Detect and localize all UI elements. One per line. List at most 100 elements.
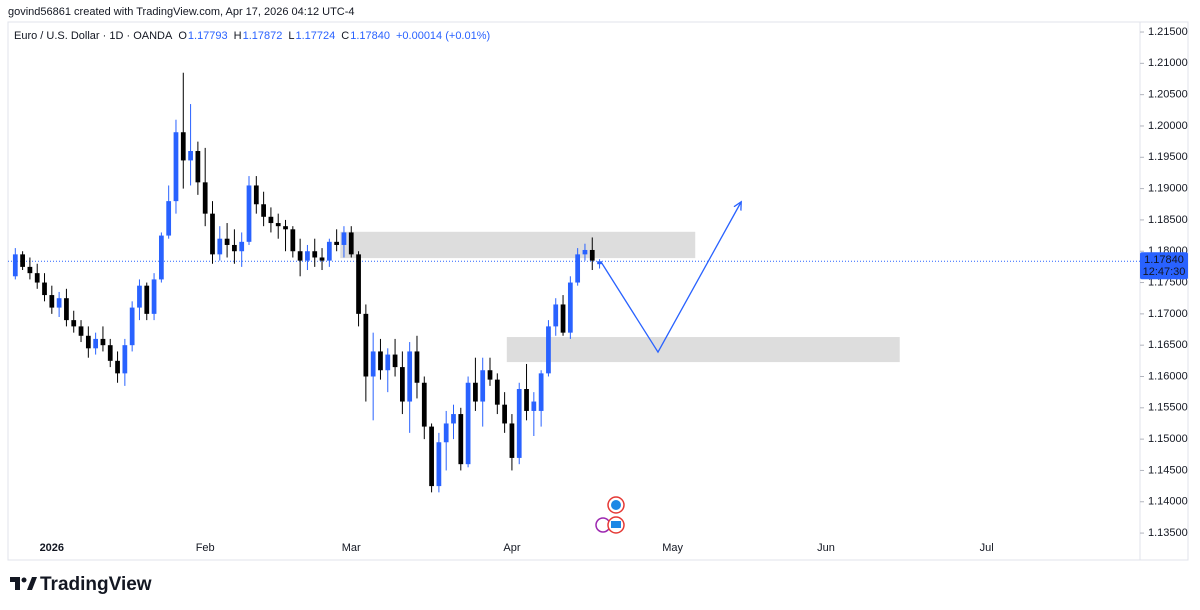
candle-body: [589, 249, 595, 261]
candle-body: [494, 379, 500, 405]
y-tick-label: 1.15500: [1148, 402, 1188, 414]
candle-body: [195, 151, 201, 183]
candle-body: [224, 238, 230, 245]
candle-body: [137, 285, 142, 308]
candle-body: [436, 442, 442, 487]
x-tick-label: Feb: [196, 542, 215, 554]
legend-change: +0.00014 (+0.01%): [396, 30, 490, 42]
brand-logo: TradingView: [10, 574, 152, 595]
y-tick-label: 1.21000: [1148, 57, 1188, 69]
legend: Euro / U.S. Dollar · 1D · OANDA O1.17793 H…: [14, 30, 490, 42]
candle-body: [210, 213, 215, 255]
candle-body: [465, 382, 471, 465]
last-price-label: 1.17840: [1144, 254, 1184, 266]
x-tick-label: Apr: [503, 542, 520, 554]
candle-body: [144, 285, 150, 314]
candle-body: [348, 232, 354, 255]
legend-key: L: [288, 30, 294, 42]
last-price-tag: [1140, 252, 1188, 280]
candle-body: [334, 241, 340, 245]
candle-body: [217, 238, 223, 255]
candle-body: [268, 216, 274, 224]
candle-body: [458, 414, 464, 465]
logo-mark: [27, 577, 37, 590]
y-tick-label: 1.16500: [1148, 339, 1188, 351]
candle-body: [100, 338, 106, 346]
chart-frame: [7, 21, 1189, 561]
y-tick-label: 1.19500: [1148, 151, 1188, 163]
logo-mark: [10, 577, 20, 590]
candle-body: [509, 423, 515, 458]
candle-body: [166, 201, 172, 236]
candle-body: [188, 151, 193, 161]
candle-body: [502, 404, 507, 424]
candle-body: [560, 304, 566, 333]
legend-value: 1.17872: [243, 30, 283, 42]
candle-body: [297, 251, 303, 261]
brand-name: TradingView: [40, 574, 152, 595]
candle-body: [400, 367, 405, 402]
candle-body: [575, 254, 581, 283]
candle-body: [20, 254, 25, 267]
candle-body: [473, 382, 478, 402]
legend-key: C: [341, 30, 349, 42]
x-tick-label: Jun: [817, 542, 835, 554]
event-icon-core: [611, 500, 621, 510]
candle-body: [385, 354, 391, 371]
y-tick-label: 1.13500: [1148, 527, 1188, 539]
candle-body: [107, 345, 113, 361]
candle-body: [261, 204, 266, 217]
candle-body: [538, 373, 544, 411]
plot: Euro / U.S. Dollar · 1D · OANDA O1.17793 H…: [8, 26, 1188, 554]
candle-body: [414, 351, 420, 383]
countdown-label: 12:47:30: [1143, 266, 1186, 278]
candle-body: [122, 345, 128, 374]
price-zone: [506, 337, 900, 363]
candle-body: [180, 132, 186, 161]
y-tick-label: 1.21500: [1148, 26, 1188, 38]
candle-body: [42, 282, 47, 296]
candle-body: [85, 335, 91, 349]
candle-body: [173, 132, 179, 202]
y-tick-label: 1.14500: [1148, 464, 1188, 476]
candle-body: [319, 257, 325, 261]
candle-body: [516, 389, 522, 458]
y-tick-label: 1.20500: [1148, 89, 1188, 101]
candle-body: [71, 320, 77, 327]
legend-value: 1.17724: [296, 30, 336, 42]
logo-dot: [21, 577, 27, 583]
symbol-title: Euro / U.S. Dollar · 1D · OANDA: [14, 30, 173, 42]
candle-body: [305, 251, 310, 261]
candle-body: [546, 326, 551, 374]
candle-body: [158, 235, 164, 280]
candle-body: [151, 279, 157, 314]
candle-body: [34, 273, 40, 283]
legend-key: O: [178, 30, 187, 42]
candle-body: [326, 241, 332, 261]
legend-key: H: [234, 30, 242, 42]
candle-body: [239, 241, 245, 252]
candle-body: [312, 251, 318, 258]
candle-body: [421, 382, 427, 427]
candle-body: [56, 298, 62, 308]
candle-body: [27, 266, 33, 274]
candle-body: [93, 338, 99, 349]
candle-body: [451, 414, 456, 424]
y-tick-label: 1.17500: [1148, 276, 1188, 288]
event-icons: [595, 496, 625, 534]
candle-body: [392, 354, 398, 368]
candle-body: [49, 295, 55, 308]
candle-body: [524, 389, 529, 411]
candle-body: [356, 254, 361, 314]
x-tick-label: May: [662, 542, 683, 554]
legend-value: 1.17840: [350, 30, 390, 42]
price-zone: [340, 231, 696, 259]
projection-path: [600, 202, 741, 354]
event-icon-flag: [611, 521, 621, 528]
candle-body: [341, 232, 347, 245]
legend-value: 1.17793: [188, 30, 228, 42]
candle-body: [275, 223, 281, 227]
y-tick-label: 1.20000: [1148, 120, 1188, 132]
candle-body: [567, 282, 573, 333]
